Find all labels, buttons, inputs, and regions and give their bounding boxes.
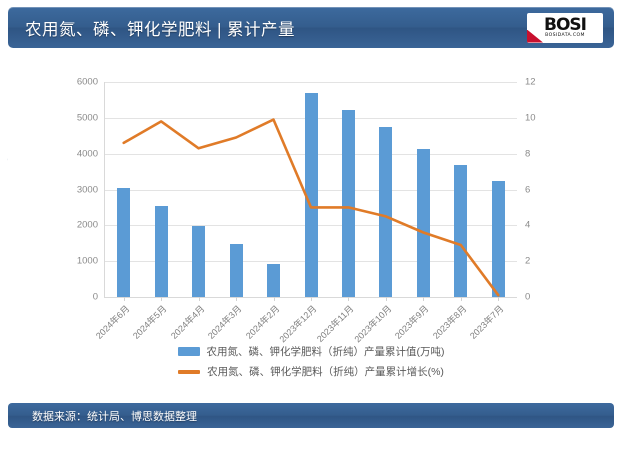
- y-axis-tick-label: 4000: [76, 148, 98, 160]
- bar: [341, 109, 355, 297]
- bar: [416, 149, 430, 297]
- x-axis-tick: [273, 297, 275, 301]
- y-axis-tick-label: 2000: [76, 219, 98, 231]
- y2-axis-tick-label: 10: [525, 112, 536, 124]
- x-axis-tick: [498, 297, 500, 301]
- bar: [267, 264, 281, 297]
- y-axis-tick-label: 1000: [76, 255, 98, 267]
- bar: [454, 165, 468, 297]
- chart-area: 0 1000 2000 3000 4000 5000 6000 0 2 4 6 8 10 12 2024…: [8, 52, 614, 397]
- x-axis-tick: [423, 297, 425, 301]
- data-source-text: 数据来源：统计局、博思数据整理: [32, 410, 197, 423]
- bosi-logo: BOSI BOSIDATA.COM: [527, 12, 603, 43]
- bar: [192, 225, 206, 297]
- y-axis-tick-label: 5000: [76, 112, 98, 124]
- x-axis-tick: [123, 297, 125, 301]
- y2-axis-tick-label: 12: [525, 76, 536, 88]
- bar: [229, 243, 243, 297]
- logo-wordmark-text: BOSI: [544, 14, 587, 35]
- x-axis-tick: [348, 297, 350, 301]
- y2-axis-tick-label: 2: [525, 255, 531, 267]
- y-axis-tick-label: 0: [92, 291, 98, 303]
- bar: [491, 180, 505, 297]
- page-footer: 数据来源：统计局、博思数据整理: [8, 403, 614, 428]
- line-series: [105, 82, 517, 297]
- legend-item-line[interactable]: 农用氮、磷、钾化学肥料（折纯）产量累计增长(%): [178, 364, 444, 379]
- page-title: 农用氮、磷、钾化学肥料 | 累计产量: [25, 20, 295, 39]
- gridline: [105, 82, 517, 83]
- x-axis-tick: [161, 297, 163, 301]
- y2-axis-tick-label: 0: [525, 291, 531, 303]
- bar-series: [105, 82, 517, 301]
- x-axis-tick: [460, 297, 462, 301]
- x-axis-tick: [236, 297, 238, 301]
- y2-axis-tick-label: 6: [525, 184, 531, 195]
- growth-line-svg: [122, 118, 500, 297]
- y-axis-tick-label: 3000: [76, 184, 98, 195]
- bar: [379, 126, 393, 297]
- legend-swatch-bar-icon: [177, 347, 200, 356]
- legend-swatch-line-icon: [178, 369, 201, 374]
- x-axis-tick: [385, 297, 387, 301]
- bar: [117, 188, 131, 297]
- chart-legend: 农用氮、磷、钾化学肥料（折纯）产量累计值(万吨) 农用氮、磷、钾化学肥料（折纯）…: [8, 344, 614, 379]
- legend-label-bar: 农用氮、磷、钾化学肥料（折纯）产量累计值(万吨): [206, 346, 445, 358]
- y-axis-tick-label: 6000: [76, 76, 98, 88]
- y2-axis-tick-label: 8: [525, 148, 531, 160]
- x-axis-tick: [311, 297, 312, 301]
- logo-wordmark: BOSI: [544, 14, 587, 35]
- y2-axis-tick-label: 4: [525, 219, 531, 231]
- page-header: 农用氮、磷、钾化学肥料 | 累计产量 BOSI BOSIDATA.COM: [8, 7, 614, 48]
- legend-label-line: 农用氮、磷、钾化学肥料（折纯）产量累计增长(%): [207, 366, 444, 378]
- bar: [154, 205, 168, 297]
- plot-region: 0 1000 2000 3000 4000 5000 6000 0 2 4 6 8 10 12: [77, 77, 536, 303]
- chart-page: 博思数据 BosiData Research BOSi BOSIDATA.COM…: [1, 7, 618, 428]
- bar: [304, 92, 318, 297]
- growth-line-path: [122, 118, 500, 297]
- logo-corner-accent: [527, 29, 543, 43]
- legend-item-bar[interactable]: 农用氮、磷、钾化学肥料（折纯）产量累计值(万吨): [177, 344, 445, 359]
- x-axis-tick: [198, 297, 200, 301]
- logo-domain-text: BOSIDATA.COM: [545, 32, 585, 38]
